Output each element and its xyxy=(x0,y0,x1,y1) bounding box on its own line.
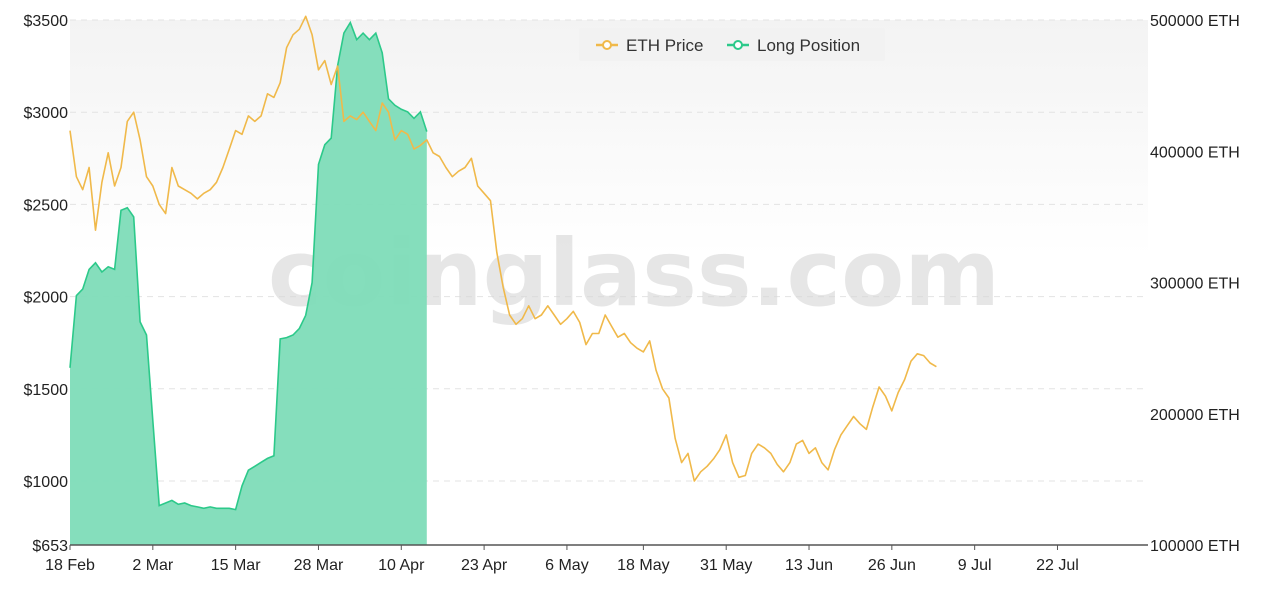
x-tick-label: 18 May xyxy=(617,557,669,574)
eth-price-line xyxy=(69,15,937,482)
y-right-tick-label: 500000 ETH xyxy=(1150,13,1240,30)
y-right-tick-label: 100000 ETH xyxy=(1150,538,1240,555)
y-left-tick-label: $2000 xyxy=(24,290,69,307)
legend-item-long-position[interactable]: Long Position xyxy=(727,36,860,55)
y-left-tick-label: $1500 xyxy=(24,382,69,399)
long-position-line xyxy=(69,20,428,511)
y-axis-left-ticks: $3500 $3000 $2500 $2000 $1500 $1000 $653 xyxy=(24,13,69,555)
x-tick-label: 13 Jun xyxy=(785,557,833,574)
long-position-area xyxy=(70,22,427,546)
legend-label-long-position: Long Position xyxy=(757,36,860,55)
x-tick-label: 23 Apr xyxy=(461,557,508,574)
x-tick-label: 15 Mar xyxy=(211,557,261,574)
x-tick-label: 2 Mar xyxy=(132,557,174,574)
x-tick-label: 22 Jul xyxy=(1036,557,1079,574)
eth-price-legend-dot-icon xyxy=(602,40,612,50)
y-axis-right-ticks: 500000 ETH 400000 ETH 300000 ETH 200000 ETH… xyxy=(1150,13,1240,555)
y-left-tick-label: $3000 xyxy=(24,105,69,122)
x-tick-label: 6 May xyxy=(545,557,589,574)
eth-price-series xyxy=(69,15,937,482)
y-left-tick-label: $3500 xyxy=(24,13,69,30)
plot-background xyxy=(70,20,1148,545)
y-right-tick-label: 200000 ETH xyxy=(1150,407,1240,424)
long-position-series xyxy=(69,20,428,546)
x-axis-ticks: 18 Feb 2 Mar 15 Mar 28 Mar 10 Apr 23 Apr 6 May… xyxy=(45,545,1079,574)
y-left-tick-label: $1000 xyxy=(24,474,69,491)
x-tick-label: 26 Jun xyxy=(868,557,916,574)
long-position-legend-dot-icon xyxy=(733,40,743,50)
legend: ETH Price Long Position xyxy=(579,28,885,61)
y-left-tick-label: $2500 xyxy=(24,197,69,214)
legend-label-eth-price: ETH Price xyxy=(626,36,703,55)
x-tick-label: 9 Jul xyxy=(958,557,992,574)
y-left-tick-label: $653 xyxy=(32,538,68,555)
y-right-tick-label: 300000 ETH xyxy=(1150,276,1240,293)
x-tick-label: 31 May xyxy=(700,557,752,574)
x-tick-label: 10 Apr xyxy=(378,557,425,574)
x-tick-label: 18 Feb xyxy=(45,557,95,574)
y-right-tick-label: 400000 ETH xyxy=(1150,144,1240,161)
x-tick-label: 28 Mar xyxy=(294,557,344,574)
legend-item-eth-price[interactable]: ETH Price xyxy=(596,36,703,55)
